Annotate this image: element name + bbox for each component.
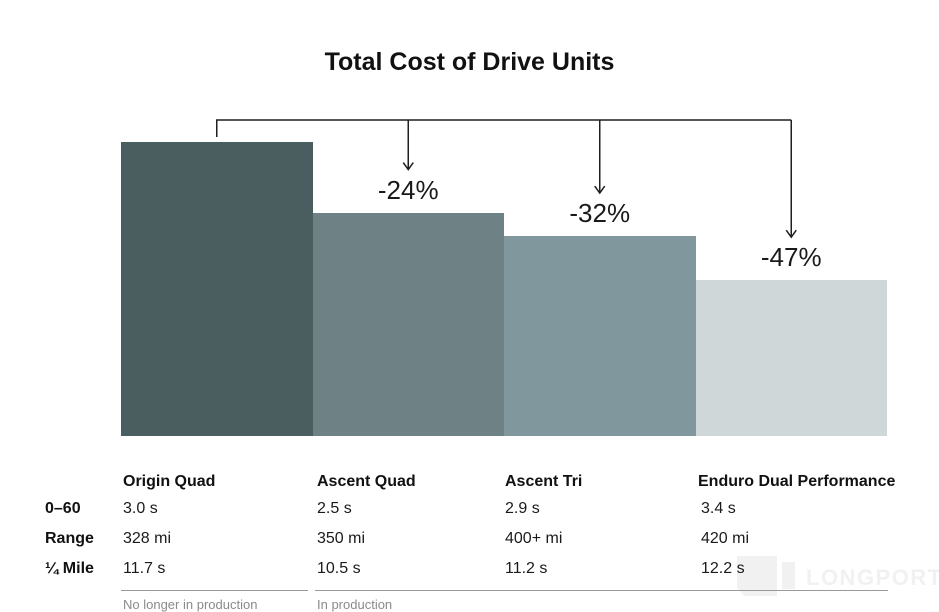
chart-title: Total Cost of Drive Units [324, 48, 615, 76]
row-label-range: Range [45, 530, 94, 547]
note-divider-1 [121, 590, 308, 591]
spec-quarter-mile-ascent-quad: 10.5 s [317, 560, 361, 577]
column-header-origin-quad: Origin Quad [123, 473, 216, 490]
row-label-0-60: 0–60 [45, 500, 81, 517]
reduction-label-enduro-dual-performance: -47% [760, 242, 822, 273]
production-note-current-models: In production [317, 597, 393, 612]
bar-origin-quad [121, 142, 313, 436]
chart-area: -24% -32% -47% [121, 119, 887, 436]
spec-range-enduro-dual-performance: 420 mi [701, 530, 750, 547]
spec-range-ascent-tri: 400+ mi [505, 530, 563, 547]
bar-ascent-tri [504, 236, 696, 436]
row-label-quarter-mile: ¼ Mile [45, 560, 94, 577]
column-header-enduro-dual-performance: Enduro Dual Performance [698, 473, 896, 490]
longport-flag-icon-square [782, 562, 795, 589]
spec-0-60-ascent-quad: 2.5 s [317, 500, 352, 517]
spec-0-60-enduro-dual-performance: 3.4 s [701, 500, 736, 517]
longport-wordmark: LONGPORT [806, 565, 939, 590]
column-header-ascent-tri: Ascent Tri [505, 473, 583, 490]
spec-range-ascent-quad: 350 mi [317, 530, 366, 547]
spec-quarter-mile-enduro-dual-performance: 12.2 s [701, 560, 745, 577]
longport-flag-icon [737, 556, 777, 596]
reduction-label-ascent-quad: -24% [377, 174, 439, 205]
bar-enduro-dual-performance [695, 280, 887, 436]
reduction-bracket-arrows [216, 119, 797, 239]
production-note-origin-quad: No longer in production [123, 597, 258, 612]
spec-range-origin-quad: 328 mi [123, 530, 172, 547]
note-divider-2 [315, 590, 888, 591]
spec-0-60-origin-quad: 3.0 s [123, 500, 158, 517]
spec-0-60-ascent-tri: 2.9 s [505, 500, 540, 517]
column-header-ascent-quad: Ascent Quad [317, 473, 416, 490]
spec-quarter-mile-origin-quad: 11.7 s [123, 560, 166, 577]
spec-quarter-mile-ascent-tri: 11.2 s [505, 560, 548, 577]
bar-ascent-quad [312, 212, 504, 436]
reduction-label-ascent-tri: -32% [569, 198, 631, 229]
